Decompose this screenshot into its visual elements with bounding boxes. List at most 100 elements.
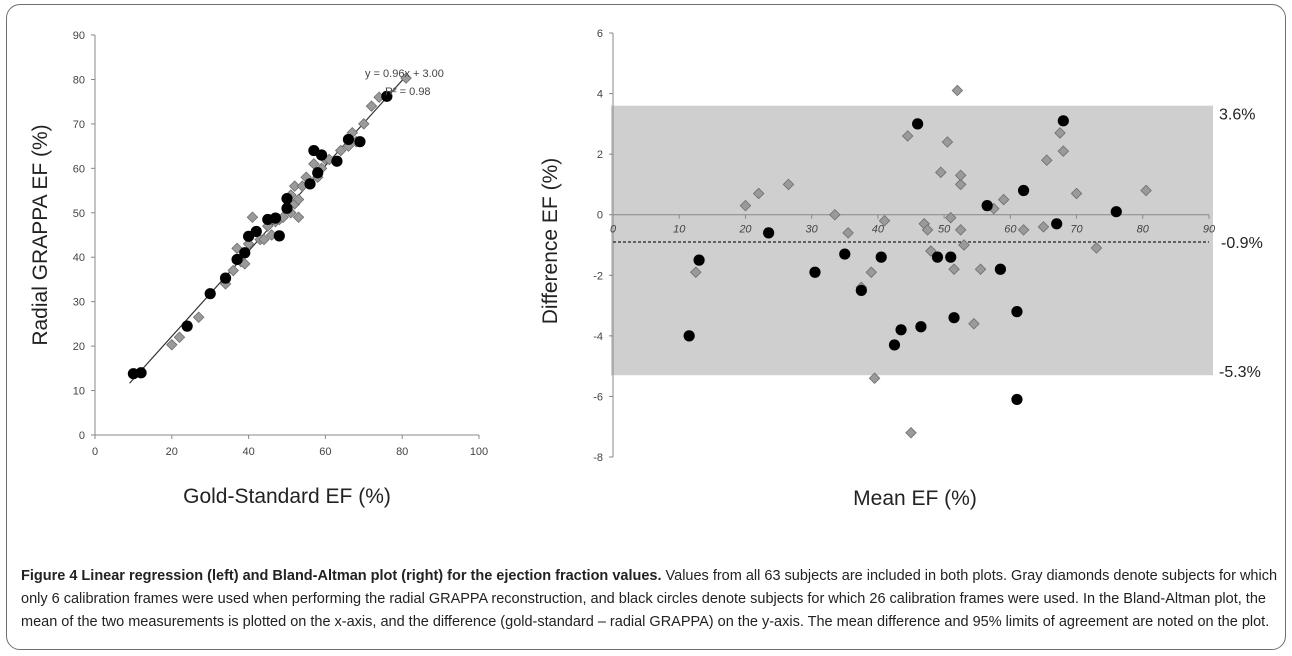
right-diamond-point xyxy=(958,239,970,251)
left-y-axis-title: Radial GRAPPA EF (%) xyxy=(29,124,52,345)
right-diamond-point xyxy=(901,130,914,142)
left-circle-point xyxy=(135,367,147,379)
right-diamond-point xyxy=(739,199,752,212)
left-circle-point xyxy=(281,202,293,214)
right-x-tick-label: 60 xyxy=(1004,224,1017,236)
right-diamond-point xyxy=(1037,221,1050,233)
right-x-tick-label: 0 xyxy=(610,224,617,236)
left-y-tick-label: 50 xyxy=(73,208,85,220)
right-diamond-point xyxy=(935,166,947,179)
left-diamond-point xyxy=(227,264,240,277)
right-diamond-point xyxy=(925,245,937,257)
left-diamond-point xyxy=(358,118,370,130)
left-circle-point xyxy=(381,90,393,102)
left-diamond-point xyxy=(288,180,301,192)
right-circle-point xyxy=(888,339,901,351)
left-circle-point xyxy=(239,247,251,259)
right-x-tick-label: 40 xyxy=(872,224,885,236)
right-x-tick-label: 10 xyxy=(673,224,686,236)
left-circle-point xyxy=(342,133,355,146)
left-y-tick-label: 20 xyxy=(73,341,85,353)
left-x-tick-label: 0 xyxy=(92,446,98,458)
right-diamond-point xyxy=(690,266,702,279)
left-x-tick-label: 100 xyxy=(470,446,488,458)
left-diamond-point xyxy=(365,100,378,112)
right-circle-point xyxy=(948,312,960,324)
left-diamond-point xyxy=(192,311,205,323)
left-x-tick-label: 20 xyxy=(166,446,178,458)
right-diamond-point xyxy=(954,169,967,182)
right-y-tick-label: -2 xyxy=(593,270,603,282)
right-circle-point xyxy=(1011,393,1023,406)
left-circle-point xyxy=(204,288,216,300)
right-circle-point xyxy=(915,321,927,333)
right-circle-point xyxy=(809,266,821,278)
right-y-tick-label: 0 xyxy=(597,210,603,222)
left-circle-point xyxy=(304,178,316,190)
left-diamond-point xyxy=(166,339,178,351)
left-circle-point xyxy=(281,192,293,205)
left-x-tick-label: 40 xyxy=(242,446,254,458)
right-upper-limit-label: 3.6% xyxy=(1219,107,1255,124)
left-circle-point xyxy=(315,149,328,161)
right-diamond-point xyxy=(941,136,954,148)
right-circle-point xyxy=(1110,206,1122,218)
right-circle-point xyxy=(931,251,944,263)
left-regression-equation: y = 0.96x + 3.00 xyxy=(365,68,444,80)
left-circle-point xyxy=(354,136,366,148)
right-y-tick-label: -6 xyxy=(593,391,603,403)
right-circle-point xyxy=(855,284,867,297)
right-circle-point xyxy=(875,251,887,263)
right-diamond-point xyxy=(868,372,881,385)
right-diamond-point xyxy=(1057,145,1070,157)
left-diamond-point xyxy=(246,211,259,223)
right-diamond-point xyxy=(878,215,891,227)
left-circle-point xyxy=(250,225,262,238)
left-y-tick-label: 80 xyxy=(73,74,85,86)
left-diamond-point xyxy=(292,193,305,206)
left-y-tick-label: 60 xyxy=(73,163,85,175)
left-y-tick-label: 0 xyxy=(79,430,85,442)
right-y-tick-label: -4 xyxy=(593,331,603,343)
right-x-tick-label: 70 xyxy=(1070,224,1083,236)
right-diamond-point xyxy=(954,224,967,236)
right-y-tick-label: 6 xyxy=(597,28,603,40)
right-limits-of-agreement-band xyxy=(611,105,1213,376)
right-circle-point xyxy=(1057,115,1069,127)
right-y-tick-label: 2 xyxy=(597,149,603,161)
figure-frame: 0 10 20 30 40 50 60 70 80 90 0 20 40 60 80 100 y = 0.96x… xyxy=(6,4,1286,650)
right-diamond-point xyxy=(1040,154,1053,166)
left-circle-point xyxy=(231,253,243,266)
right-diamond-point xyxy=(1017,224,1030,236)
left-diamond-point xyxy=(400,72,412,84)
right-x-axis-title: Mean EF (%) xyxy=(853,487,977,510)
left-x-axis-title: Gold-Standard EF (%) xyxy=(183,485,391,508)
left-y-tick-label: 70 xyxy=(73,119,85,131)
right-diamond-point xyxy=(948,263,960,275)
left-circle-point xyxy=(331,155,343,167)
figure-title: Figure 4 Linear regression (left) and Bl… xyxy=(21,568,662,584)
right-diamond-point xyxy=(951,84,964,97)
right-circle-point xyxy=(763,227,775,239)
right-circle-point xyxy=(839,248,851,260)
right-diamond-point xyxy=(865,266,878,279)
right-diamond-point xyxy=(968,317,980,330)
right-circle-point xyxy=(981,200,993,212)
figure-caption-block: Figure 4 Linear regression (left) and Bl… xyxy=(21,565,1283,634)
right-diamond-point xyxy=(974,263,987,275)
right-y-tick-label: 4 xyxy=(597,89,603,101)
left-y-tick-label: 10 xyxy=(73,386,85,398)
left-diamond-point xyxy=(342,140,355,152)
right-circle-point xyxy=(1011,306,1023,318)
right-diamond-point xyxy=(752,187,765,200)
left-y-tick-label: 40 xyxy=(73,252,85,264)
right-diamond-point xyxy=(842,227,854,239)
right-circle-point xyxy=(683,330,695,342)
right-circle-point xyxy=(994,263,1007,275)
right-x-tick-label: 50 xyxy=(938,224,951,236)
right-diamond-point xyxy=(944,211,957,224)
right-y-tick-label: -8 xyxy=(593,452,603,464)
right-x-tick-label: 30 xyxy=(806,224,819,236)
left-y-tick-label: 90 xyxy=(73,30,85,42)
